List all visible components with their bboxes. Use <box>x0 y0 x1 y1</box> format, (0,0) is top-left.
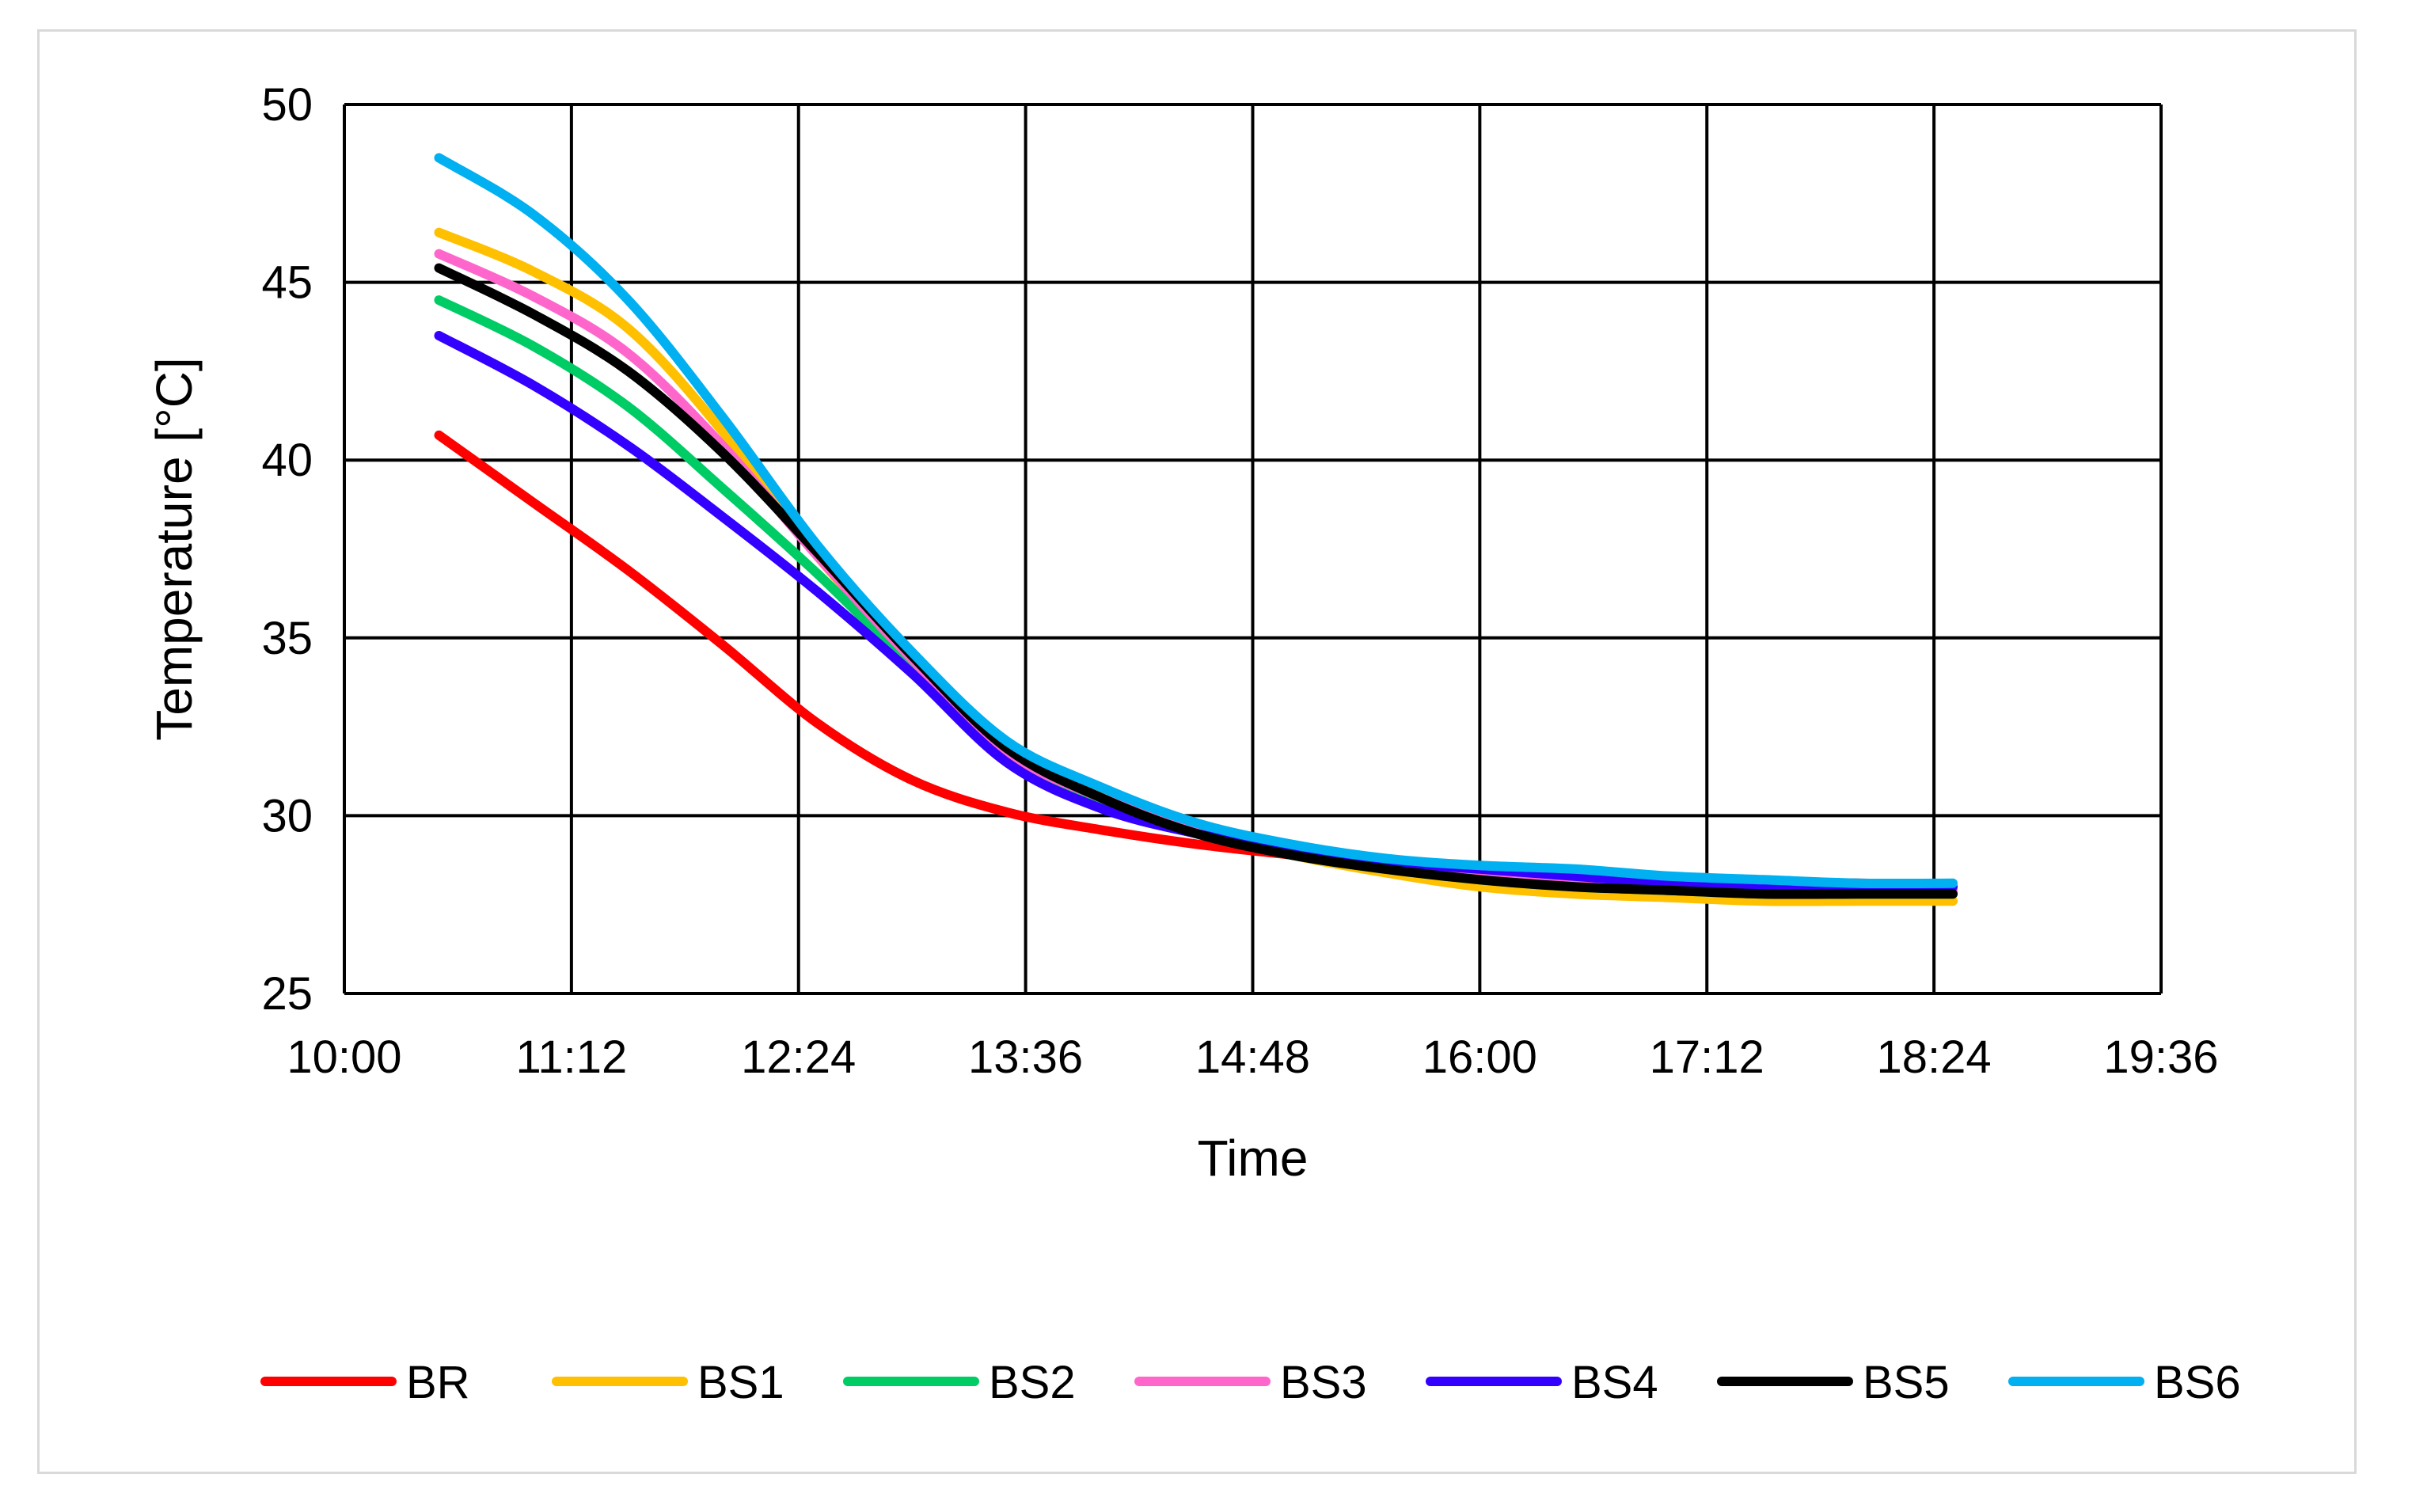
legend-label-bs6: BS6 <box>2154 1357 2241 1408</box>
x-tick-label: 16:00 <box>1423 1031 1537 1083</box>
series-line-bs4 <box>434 331 1958 892</box>
chart-frame: 10:00 11:12 12:24 13:36 14:48 16:00 17:12 18:24… <box>37 29 2357 1474</box>
legend-label-br: BR <box>406 1357 470 1408</box>
y-tick-label: 45 <box>261 257 313 309</box>
legend-label-bs3: BS3 <box>1280 1357 1367 1408</box>
legend-label-bs1: BS1 <box>697 1357 784 1408</box>
legend-label-bs5: BS5 <box>1863 1357 1950 1408</box>
y-axis-title: Temperature [°C] <box>146 357 203 740</box>
legend-label-bs2: BS2 <box>989 1357 1076 1408</box>
legend-label-bs4: BS4 <box>1571 1357 1658 1408</box>
x-tick-label: 14:48 <box>1195 1031 1310 1083</box>
series-line-bs1 <box>434 227 1958 906</box>
x-axis-title: Time <box>1198 1130 1309 1187</box>
x-tick-label: 12:24 <box>741 1031 856 1083</box>
axes: 10:00 11:12 12:24 13:36 14:48 16:00 17:12 18:24… <box>261 79 2218 1083</box>
y-tick-label: 50 <box>261 79 313 131</box>
y-tick-label: 40 <box>261 435 313 486</box>
grid <box>343 103 2163 995</box>
x-tick-label: 11:12 <box>515 1031 627 1083</box>
y-tick-label: 30 <box>261 790 313 841</box>
y-tick-label: 25 <box>261 968 313 1020</box>
legend: BR BS1 BS2 BS3 BS4 BS5 BS6 <box>260 1357 2241 1408</box>
y-tick-label: 35 <box>261 613 313 664</box>
x-tick-label: 18:24 <box>1877 1031 1992 1083</box>
x-tick-label: 13:36 <box>968 1031 1083 1083</box>
series-line-bs5 <box>434 263 1958 899</box>
series-lines <box>434 153 1958 906</box>
series-line-bs6 <box>434 153 1958 889</box>
line-chart: 10:00 11:12 12:24 13:36 14:48 16:00 17:12 18:24… <box>146 79 2241 1408</box>
x-tick-label: 17:12 <box>1650 1031 1764 1083</box>
x-tick-label: 19:36 <box>2103 1031 2218 1083</box>
x-tick-label: 10:00 <box>287 1031 401 1083</box>
